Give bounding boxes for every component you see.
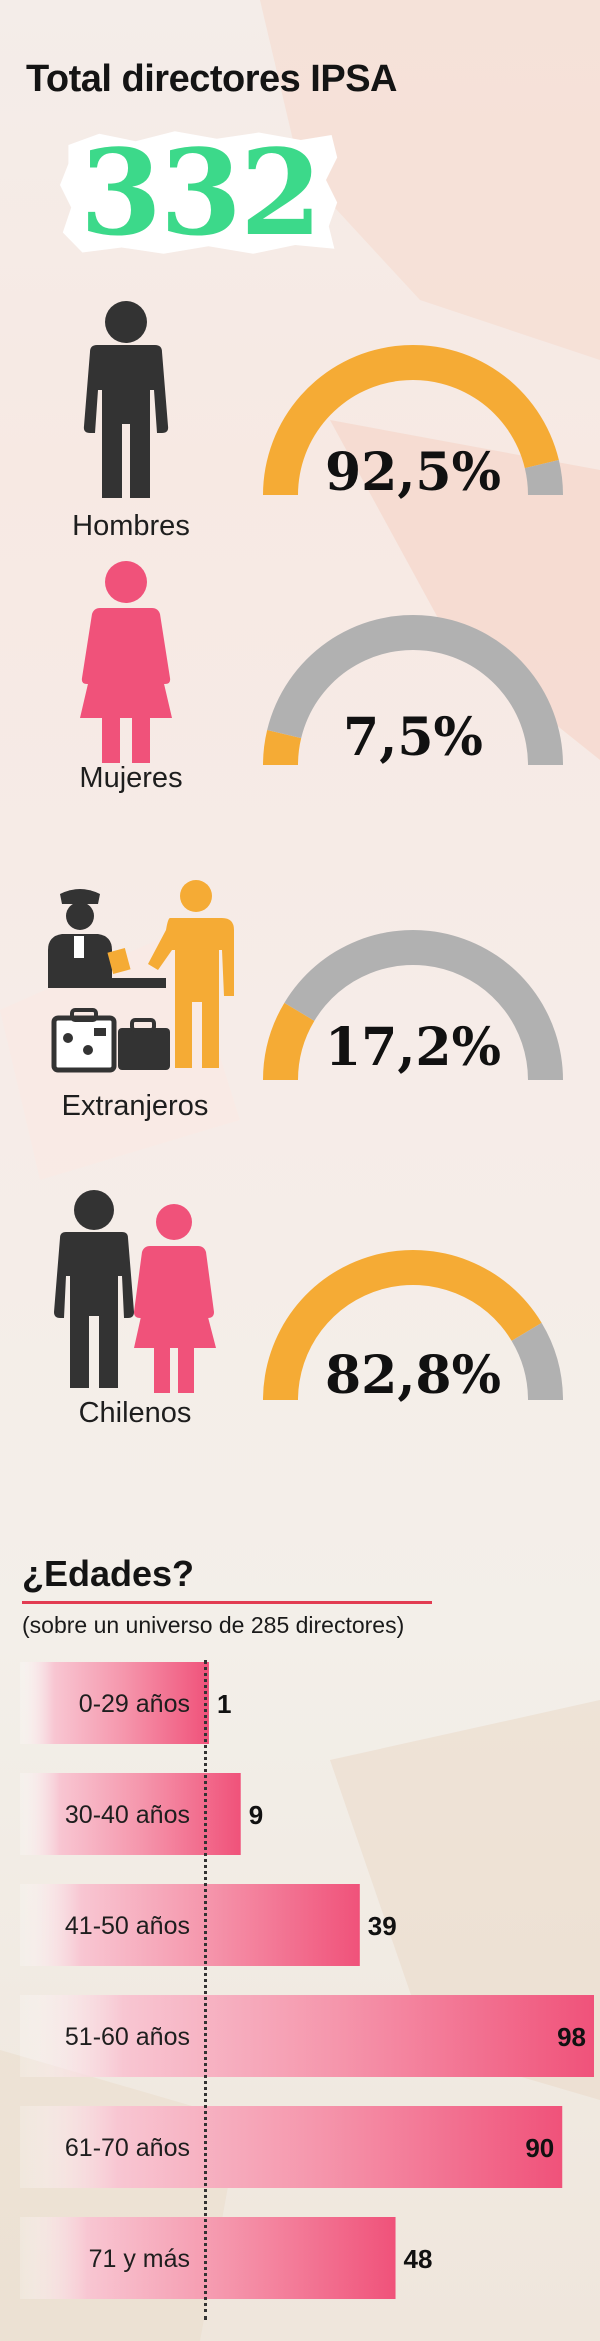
gauge-remainder-extranjeros [284, 930, 563, 1080]
group-label-chilenos: Chilenos [78, 1397, 192, 1429]
gauge-remainder-chilenos [511, 1322, 563, 1400]
ages-subtitle: (sobre un universo de 285 directores) [22, 1612, 405, 1638]
age-category-label: 30-40 años [65, 1801, 190, 1829]
gauge-hombres [263, 344, 563, 495]
age-value-label: 39 [368, 1911, 397, 1941]
age-category-label: 71 y más [89, 2245, 190, 2273]
gauge-filled-extranjeros [263, 1002, 315, 1080]
group-label-extranjeros: Extranjeros [61, 1090, 209, 1122]
total-directors-count: 332 [79, 123, 322, 262]
age-bar [20, 1773, 241, 1855]
gauge-chilenos [263, 1250, 563, 1400]
gauge-extranjeros [263, 930, 563, 1080]
age-bar [20, 2217, 396, 2299]
gauge-filled-hombres [263, 344, 559, 495]
travelers-icon [48, 880, 234, 1073]
gauge-value-mujeres: 7,5% [343, 707, 483, 768]
group-label-hombres: Hombres [72, 510, 190, 542]
gauge-remainder-mujeres [267, 614, 563, 765]
couple-icon [54, 1190, 216, 1393]
age-value-label: 1 [217, 1689, 231, 1719]
woman-icon [80, 561, 172, 763]
age-value-label: 98 [557, 2022, 586, 2052]
gauge-value-chilenos: 82,8% [324, 1345, 502, 1406]
age-bar [20, 2106, 563, 2188]
man-icon [83, 301, 169, 498]
age-category-label: 41-50 años [65, 1912, 190, 1940]
gauge-value-hombres: 92,5% [324, 442, 502, 503]
gauge-filled-chilenos [263, 1250, 542, 1400]
age-bar [20, 1662, 209, 1744]
group-label-mujeres: Mujeres [79, 762, 183, 794]
age-category-label: 0-29 años [79, 1690, 190, 1718]
age-value-label: 48 [404, 2244, 433, 2274]
age-value-label: 9 [249, 1800, 263, 1830]
ages-title: ¿Edades? [22, 1553, 195, 1594]
gauge-value-extranjeros: 17,2% [324, 1017, 502, 1078]
age-value-label: 90 [525, 2133, 554, 2163]
ages-title-rule [22, 1601, 432, 1604]
page-title: Total directores IPSA [26, 58, 398, 100]
age-category-label: 51-60 años [65, 2023, 190, 2051]
axis-baseline [204, 1660, 207, 2320]
gauge-mujeres [263, 614, 563, 765]
age-bar [20, 1884, 360, 1966]
gauge-remainder-hombres [524, 459, 563, 495]
total-badge-background [60, 131, 338, 254]
gauge-filled-mujeres [263, 729, 302, 765]
age-category-label: 61-70 años [65, 2134, 190, 2162]
age-bar [20, 1995, 594, 2077]
